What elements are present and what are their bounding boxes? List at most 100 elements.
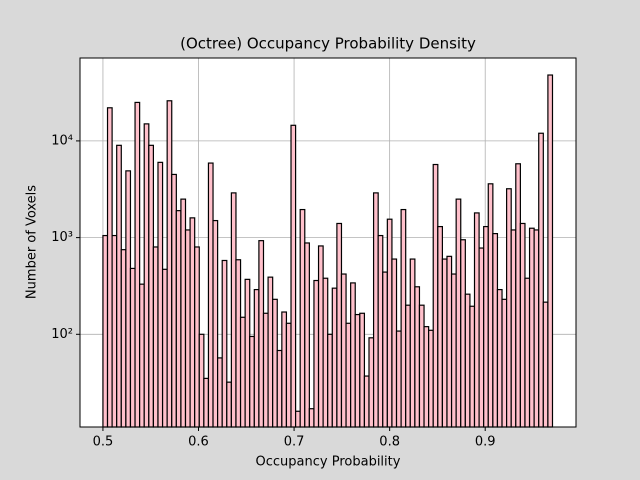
bar	[450, 273, 457, 428]
x-tick-label: 0.5	[93, 435, 114, 450]
bar	[161, 268, 168, 428]
bar	[285, 322, 292, 428]
axes-frame	[79, 57, 577, 428]
bar	[418, 304, 425, 428]
bar	[317, 245, 324, 428]
bar	[372, 192, 379, 428]
bar	[157, 161, 164, 428]
bar	[129, 267, 136, 428]
bar	[313, 279, 320, 428]
bar	[506, 188, 512, 428]
bar	[519, 222, 526, 428]
bar	[533, 229, 540, 428]
bar	[258, 240, 265, 428]
bar	[382, 271, 388, 428]
bar	[244, 278, 251, 428]
bar	[203, 377, 210, 428]
bar	[496, 288, 503, 428]
bar	[528, 227, 535, 428]
bar	[189, 217, 196, 428]
y-tick-label: 10³	[51, 230, 73, 245]
bar	[198, 333, 205, 428]
bar	[262, 312, 269, 428]
bar	[299, 208, 306, 428]
bar	[336, 222, 343, 428]
bar	[331, 287, 338, 428]
bar	[116, 144, 122, 428]
bar	[143, 123, 150, 428]
bar	[249, 335, 255, 428]
bar	[345, 322, 352, 428]
y-tick-label: 10⁴	[51, 133, 73, 148]
bar	[460, 239, 466, 428]
bar	[102, 234, 109, 428]
x-tick-label: 0.9	[475, 435, 496, 450]
bar	[340, 273, 347, 428]
bar	[473, 212, 480, 428]
bar	[350, 282, 356, 428]
bar	[212, 219, 219, 428]
bar	[510, 229, 517, 428]
bar	[253, 288, 260, 428]
bar	[235, 259, 242, 428]
bar	[120, 249, 127, 428]
bar	[171, 173, 177, 428]
bar	[148, 144, 154, 428]
bar	[524, 277, 531, 428]
bar	[290, 124, 297, 428]
bar	[464, 293, 471, 428]
bar	[487, 183, 494, 428]
bar	[409, 258, 416, 428]
bar	[414, 286, 421, 428]
bar	[276, 349, 283, 428]
bar	[437, 225, 443, 428]
bar	[432, 163, 439, 428]
bar	[547, 74, 554, 428]
bar	[542, 301, 549, 428]
bar	[441, 258, 448, 428]
bar	[125, 170, 132, 428]
bar	[175, 210, 182, 428]
bar	[166, 100, 173, 428]
x-tick-label: 0.7	[284, 435, 305, 450]
bar	[501, 298, 508, 428]
bar	[492, 233, 499, 428]
bar	[391, 258, 398, 428]
bar	[469, 305, 476, 428]
bar	[304, 242, 310, 428]
bar	[515, 163, 521, 428]
bar	[221, 259, 228, 428]
bar	[368, 337, 375, 428]
y-axis-label: Number of Voxels	[25, 185, 40, 299]
bar	[106, 107, 113, 428]
bar	[428, 329, 434, 428]
bar	[281, 311, 288, 428]
x-tick-label: 0.6	[188, 435, 209, 450]
bar	[538, 132, 544, 428]
bar	[446, 255, 453, 428]
bar	[363, 375, 370, 428]
bar	[322, 277, 329, 428]
y-tick-label: 10²	[51, 327, 73, 342]
bar	[152, 246, 159, 428]
bar	[217, 357, 223, 428]
bar	[483, 225, 489, 428]
bar	[400, 208, 407, 428]
bar	[272, 298, 278, 428]
bar	[230, 192, 237, 428]
x-tick-label: 0.8	[379, 435, 400, 450]
bar	[295, 410, 301, 428]
x-axis-label: Occupancy Probability	[256, 455, 401, 470]
bar	[455, 198, 462, 428]
bar	[308, 408, 315, 428]
bar	[184, 229, 191, 428]
bar	[423, 326, 430, 428]
bar	[359, 312, 366, 428]
bar	[207, 162, 214, 428]
bar	[354, 313, 361, 428]
bar	[239, 316, 246, 428]
bar	[267, 276, 274, 428]
bar	[226, 381, 232, 428]
bar	[478, 247, 485, 428]
